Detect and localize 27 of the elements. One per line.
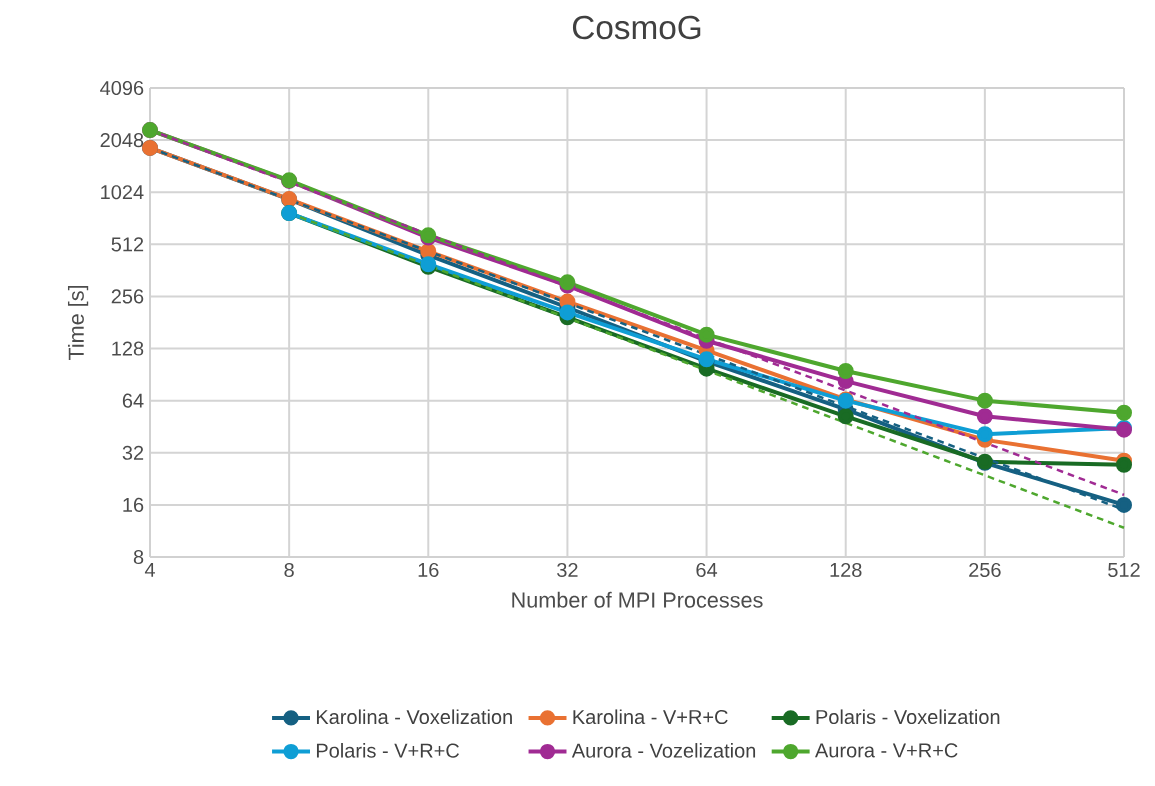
x-tick-label: 64 (696, 562, 718, 578)
y-tick-label: 512 (111, 237, 144, 252)
y-tick-label: 2048 (100, 133, 144, 148)
legend-label: Karolina - V+R+C (573, 709, 728, 725)
x-tick-label: 8 (284, 562, 294, 578)
x-tick-label: 16 (418, 562, 439, 578)
y-tick-label: 8 (133, 549, 144, 565)
legend-label: Aurora - V+R+C (814, 743, 958, 758)
x-tick-label: 128 (830, 562, 862, 578)
x-tick-label: 256 (969, 562, 1001, 578)
y-tick-label: 256 (111, 289, 144, 304)
y-tick-label: 128 (112, 341, 144, 356)
y-tick-label: 4096 (100, 80, 144, 96)
x-tick-label: 32 (557, 562, 578, 578)
x-axis-title: Number of MPI Processes (512, 591, 763, 608)
y-tick-label: 32 (122, 445, 144, 460)
chart-title: CosmoG (572, 15, 701, 40)
legend-label: Karolina - Voxelization (316, 709, 512, 725)
x-tick-label: 512 (1108, 562, 1140, 578)
legend-label: Polaris - Voxelization (816, 709, 1000, 725)
y-axis-title: Time [s] (67, 285, 89, 361)
legend-label: Aurora - Vozelization (571, 743, 756, 758)
y-tick-label: 64 (122, 393, 144, 408)
x-tick-label: 4 (144, 562, 155, 577)
y-tick-label: 16 (123, 497, 144, 512)
y-tick-label: 1024 (101, 185, 144, 200)
legend-label: Polaris - V+R+C (316, 743, 460, 758)
